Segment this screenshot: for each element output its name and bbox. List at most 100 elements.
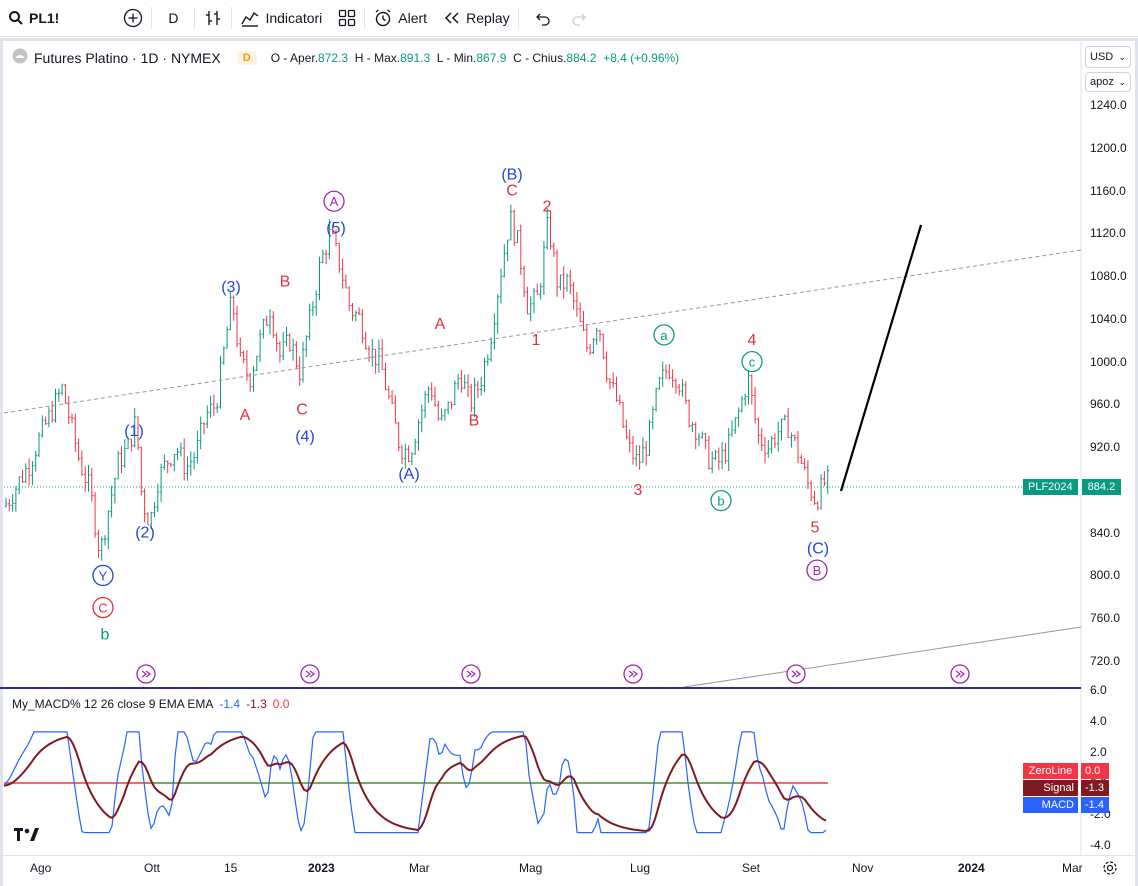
ohlc-bar bbox=[301, 341, 305, 383]
series-title[interactable]: Futures Platino · 1D · NYMEX bbox=[34, 49, 221, 66]
ohlc-bar bbox=[780, 418, 783, 441]
chart-type-button[interactable] bbox=[195, 0, 231, 37]
ohlc-bar bbox=[598, 329, 602, 342]
indicators-button[interactable]: Indicatori bbox=[232, 0, 330, 37]
layouts-button[interactable] bbox=[330, 0, 364, 37]
ohlc-bar bbox=[582, 310, 585, 331]
price-axis-label: 1000.0 bbox=[1090, 354, 1127, 369]
svg-text:(B): (B) bbox=[501, 167, 522, 184]
chart-settings-button[interactable] bbox=[1081, 855, 1138, 886]
ohlc-bar bbox=[113, 477, 117, 504]
macd-line bbox=[3, 731, 827, 834]
ohlc-bar bbox=[529, 296, 532, 322]
wave-label: A bbox=[240, 407, 251, 424]
ohlc-bar bbox=[235, 305, 239, 348]
ohlc-bar bbox=[357, 307, 361, 316]
ohlc-bar bbox=[196, 430, 199, 464]
ohlc-bar bbox=[123, 439, 127, 469]
currency-select[interactable]: USD ⌄ bbox=[1085, 46, 1131, 68]
signal-badge-label: Signal bbox=[1023, 780, 1078, 796]
svg-text:A: A bbox=[240, 407, 251, 424]
ohlc-bar bbox=[120, 445, 123, 474]
svg-text:B: B bbox=[469, 412, 480, 429]
wave-label: (A) bbox=[398, 466, 419, 483]
ohlc-bar bbox=[813, 490, 816, 505]
ohlc-bar bbox=[21, 469, 24, 484]
ohlc-bar bbox=[153, 502, 156, 518]
wave-label: A bbox=[435, 316, 446, 333]
ohlc-bar bbox=[361, 308, 364, 344]
time-axis-label: Mar bbox=[1062, 861, 1083, 875]
alarm-clock-icon bbox=[373, 8, 393, 28]
ohlc-bar bbox=[225, 326, 229, 349]
ohlc-bar bbox=[493, 313, 496, 350]
undo-button[interactable] bbox=[519, 0, 565, 37]
ohlc-bar bbox=[826, 465, 829, 494]
ohlc-bar bbox=[440, 408, 443, 421]
event-marker-icon bbox=[461, 664, 481, 684]
symbol-search-button[interactable]: PL1! bbox=[0, 0, 67, 37]
redo-button[interactable] bbox=[565, 0, 595, 37]
replay-button[interactable]: Replay bbox=[435, 0, 518, 37]
macd-legend-name[interactable]: My_MACD% 12 26 close 9 EMA EMA bbox=[12, 697, 214, 711]
ohlc-bar bbox=[720, 441, 724, 470]
svg-text:(2): (2) bbox=[135, 525, 155, 542]
ohlc-bar bbox=[423, 390, 427, 419]
ohlc-bar bbox=[202, 422, 206, 435]
low-value: 867.9 bbox=[476, 50, 507, 65]
ohlc-bar bbox=[433, 386, 437, 407]
ohlc-bar bbox=[295, 341, 298, 370]
ohlc-bar bbox=[773, 433, 777, 449]
macd-axis-label: 6.0 bbox=[1090, 683, 1107, 697]
wave-label: 2 bbox=[543, 199, 552, 216]
lower-trendline bbox=[683, 626, 1082, 688]
compare-symbol-button[interactable] bbox=[115, 0, 151, 37]
ohlc-bar bbox=[390, 389, 394, 405]
ohlc-bar bbox=[621, 401, 625, 428]
svg-text:3: 3 bbox=[634, 482, 643, 499]
ohlc-bar bbox=[565, 273, 569, 292]
ohlc-bar bbox=[74, 413, 77, 453]
unit-select[interactable]: apoz ⌄ bbox=[1085, 72, 1131, 92]
ohlc-bar bbox=[509, 204, 513, 241]
svg-text:c: c bbox=[749, 355, 756, 370]
ohlc-bar bbox=[486, 354, 490, 366]
ohlc-bar bbox=[90, 468, 94, 502]
ohlc-bar bbox=[661, 361, 664, 387]
toolbar-divider bbox=[194, 7, 196, 29]
wave-label: 1 bbox=[532, 332, 541, 349]
close-label: C - Chius. bbox=[513, 50, 567, 65]
ohlc-bar bbox=[555, 249, 559, 297]
ohlc-bar bbox=[328, 219, 331, 260]
tradingview-logo[interactable] bbox=[14, 825, 44, 848]
interval-button[interactable]: D bbox=[152, 0, 194, 37]
ohlc-bar bbox=[714, 450, 717, 461]
market-status-badge[interactable]: D bbox=[236, 50, 257, 65]
pane-divider[interactable] bbox=[0, 687, 1081, 689]
price-axis-label: 1040.0 bbox=[1090, 311, 1127, 326]
toolbar-divider bbox=[364, 7, 366, 29]
ohlc-bar bbox=[77, 438, 80, 462]
ohlc-bar bbox=[585, 325, 589, 352]
ohlc-bar bbox=[483, 357, 486, 393]
toolbar-divider bbox=[231, 7, 233, 29]
ohlc-bar bbox=[701, 431, 704, 439]
ohlc-bar bbox=[34, 450, 37, 472]
ohlc-bar bbox=[394, 395, 397, 424]
ohlc-bar bbox=[499, 268, 503, 304]
svg-text:b: b bbox=[101, 626, 110, 643]
ohlc-bar bbox=[70, 413, 74, 423]
ohlc-bar bbox=[562, 266, 565, 299]
ohlc-bar bbox=[169, 463, 173, 467]
alert-button[interactable]: Alert bbox=[365, 0, 435, 37]
ohlc-bar bbox=[800, 454, 803, 464]
svg-text:2: 2 bbox=[543, 199, 552, 216]
ohlc-bar bbox=[159, 463, 163, 502]
ohlc-bar bbox=[545, 208, 549, 250]
ohlc-bar bbox=[648, 419, 651, 456]
ohlc-bar bbox=[83, 466, 87, 492]
svg-text:(5): (5) bbox=[326, 220, 346, 237]
ohlc-bar bbox=[31, 460, 34, 486]
ohlc-bar bbox=[575, 292, 579, 317]
